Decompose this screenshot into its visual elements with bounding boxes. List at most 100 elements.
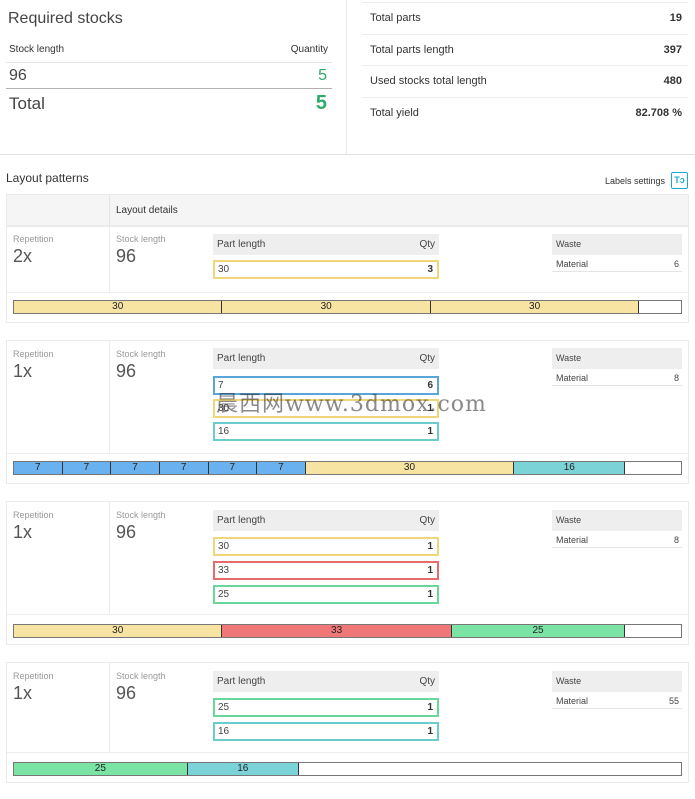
repetition-label: Repetition — [13, 671, 54, 681]
part-length: 25 — [218, 702, 230, 713]
part-qty: 1 — [427, 403, 433, 414]
repetition-value: 1x — [13, 522, 33, 542]
bar-segment: 7 — [14, 462, 63, 474]
part-row[interactable]: 25 1 — [213, 698, 439, 717]
bar-segment: 7 — [257, 462, 306, 474]
required-stocks-panel: Required stocks Stock length Quantity 96… — [0, 0, 346, 154]
material-label: Material — [556, 373, 589, 383]
required-stocks-title: Required stocks — [8, 10, 123, 27]
part-qty: 1 — [427, 589, 433, 600]
waste-material-value: 8 — [673, 535, 679, 545]
part-length: 30 — [218, 403, 230, 414]
layout-pattern: Repetition 1x Stock length 96 Part lengt… — [6, 501, 689, 645]
part-length: 16 — [218, 426, 230, 437]
stat-value: 82.708 % — [635, 106, 682, 119]
bar-segment: 25 — [451, 625, 626, 637]
part-length: 30 — [218, 541, 230, 552]
stat-label: Used stocks total length — [370, 75, 487, 87]
bar-segment: 33 — [222, 625, 452, 637]
bar-segment: 7 — [159, 462, 209, 474]
part-row[interactable]: 33 1 — [213, 561, 439, 580]
part-length-header: Part length — [217, 353, 266, 364]
stock-bar: 25 16 — [13, 762, 682, 776]
stat-label: Total parts length — [370, 43, 454, 56]
stock-length-value: 96 — [116, 522, 137, 542]
labels-settings-label[interactable]: Labels settings — [604, 176, 665, 186]
divider — [6, 88, 332, 89]
quantity-header: Quantity — [290, 44, 328, 55]
waste-header: Waste — [556, 353, 582, 363]
layout-pattern: Repetition 2x Stock length 96 Part lengt… — [6, 226, 689, 323]
waste-table: Waste Material 55 — [552, 671, 682, 709]
material-label: Material — [556, 535, 589, 545]
part-length: 7 — [218, 380, 224, 391]
part-length-header: Part length — [217, 239, 266, 250]
bar-segment: 7 — [62, 462, 112, 474]
repetition-label: Repetition — [13, 349, 54, 359]
waste-table: Waste Material 8 — [552, 510, 682, 548]
repetition-value: 1x — [13, 683, 33, 703]
layout-pattern: Repetition 1x Stock length 96 Part lengt… — [6, 662, 689, 783]
stat-row: Total yield 82.708 % — [362, 96, 688, 129]
qty-header: Qty — [419, 353, 435, 364]
part-length-header: Part length — [217, 515, 266, 526]
stat-value: 397 — [663, 43, 682, 56]
part-row[interactable]: 16 1 — [213, 422, 439, 441]
stock-length-value: 96 — [116, 683, 137, 703]
waste-table: Waste Material 6 — [552, 234, 682, 272]
part-row[interactable]: 30 1 — [213, 537, 439, 556]
stat-value: 480 — [663, 75, 682, 87]
part-row[interactable]: 30 3 — [213, 260, 439, 279]
layout-details-title: Layout details — [116, 205, 178, 216]
bar-segment: 7 — [111, 462, 160, 474]
stock-bar: 30 33 25 — [13, 624, 682, 638]
parts-table-header: Part length Qty — [213, 510, 439, 531]
part-row[interactable]: 7 6 — [213, 376, 439, 395]
part-row[interactable]: 30 1 — [213, 399, 439, 418]
stock-length-value: 96 — [116, 361, 137, 381]
parts-table-header: Part length Qty — [213, 348, 439, 369]
stock-bar: 30 30 30 — [13, 300, 682, 314]
stock-length-label: Stock length — [116, 234, 166, 244]
part-row[interactable]: 16 1 — [213, 722, 439, 741]
total-label: Total — [9, 94, 45, 113]
bar-segment: 7 — [208, 462, 258, 474]
panel-divider — [346, 0, 347, 154]
part-qty: 1 — [427, 565, 433, 576]
waste-header: Waste — [556, 239, 582, 249]
waste-table: Waste Material 8 — [552, 348, 682, 386]
stat-row: Used stocks total length 480 — [362, 65, 688, 97]
part-length: 16 — [218, 726, 230, 737]
part-row[interactable]: 25 1 — [213, 585, 439, 604]
stock-length-label: Stock length — [116, 349, 166, 359]
material-label: Material — [556, 696, 589, 706]
labels-settings-icon[interactable]: Tↄ — [671, 172, 688, 189]
part-qty: 1 — [427, 726, 433, 737]
layout-pattern: Repetition 1x Stock length 96 Part lengt… — [6, 340, 689, 484]
stat-label: Total parts — [370, 12, 421, 24]
repetition-value: 2x — [13, 246, 33, 266]
stock-row-quantity: 5 — [318, 67, 327, 84]
part-qty: 1 — [427, 426, 433, 437]
part-length-header: Part length — [217, 676, 266, 687]
part-qty: 3 — [427, 264, 433, 275]
stock-length-value: 96 — [116, 246, 137, 266]
bar-segment: 16 — [187, 763, 299, 775]
layout-details-header: Layout details — [6, 194, 689, 226]
bar-segment: 30 — [305, 462, 515, 474]
material-label: Material — [556, 259, 589, 269]
qty-header: Qty — [419, 239, 435, 250]
parts-table-header: Part length Qty — [213, 234, 439, 255]
stock-length-label: Stock length — [116, 510, 166, 520]
bar-segment: 30 — [222, 301, 431, 313]
part-qty: 1 — [427, 702, 433, 713]
bar-segment: 25 — [14, 763, 188, 775]
total-quantity: 5 — [315, 92, 327, 114]
section-divider — [0, 154, 695, 155]
part-length: 33 — [218, 565, 230, 576]
part-length: 25 — [218, 589, 230, 600]
stat-value: 19 — [669, 12, 682, 24]
repetition-value: 1x — [13, 361, 33, 381]
repetition-label: Repetition — [13, 510, 54, 520]
part-qty: 6 — [427, 380, 433, 391]
